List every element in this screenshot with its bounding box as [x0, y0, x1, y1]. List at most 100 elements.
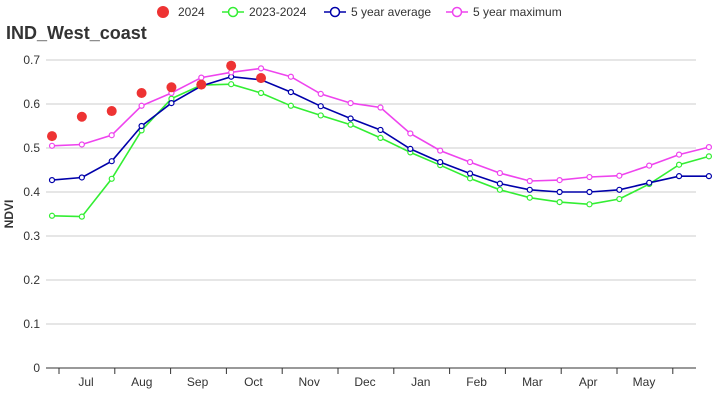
data-point[interactable]	[138, 122, 145, 130]
data-point[interactable]	[437, 158, 444, 166]
data-point[interactable]	[108, 158, 115, 165]
y-tick-label: 0.1	[23, 317, 40, 331]
data-point[interactable]	[108, 132, 115, 139]
data-point[interactable]	[586, 188, 593, 196]
series-line	[51, 67, 710, 182]
legend-marker	[157, 6, 169, 18]
x-tick-label: Sep	[187, 375, 209, 389]
data-point[interactable]	[78, 213, 85, 220]
y-tick-label: 0.2	[23, 273, 40, 287]
data-point[interactable]	[166, 82, 177, 93]
data-point[interactable]	[646, 179, 653, 186]
data-point[interactable]	[226, 60, 237, 71]
data-point[interactable]	[377, 126, 384, 134]
data-point[interactable]	[586, 173, 593, 181]
data-point[interactable]	[407, 130, 414, 137]
legend-label: 2024	[178, 5, 205, 19]
x-tick-label: Nov	[299, 375, 320, 389]
data-point[interactable]	[256, 73, 267, 84]
data-point[interactable]	[496, 180, 503, 187]
data-point[interactable]	[48, 212, 56, 219]
data-point[interactable]	[257, 89, 265, 97]
data-point[interactable]	[616, 195, 623, 203]
legend-marker	[451, 6, 463, 18]
data-point[interactable]	[347, 100, 354, 107]
data-point[interactable]	[198, 74, 205, 81]
data-point[interactable]	[675, 173, 683, 180]
series-5-year-maximum	[48, 65, 713, 185]
data-point[interactable]	[106, 106, 117, 117]
data-point[interactable]	[317, 112, 324, 119]
data-point[interactable]	[526, 186, 533, 193]
y-axis-ticks: 0 0.1 0.2 0.3 0.4 0.5 0.6 0.7	[23, 53, 40, 375]
x-tick-label: Jul	[78, 375, 93, 389]
legend-marker	[329, 6, 341, 18]
y-tick-label: 0.7	[23, 53, 40, 67]
legend-label: 5 year average	[351, 5, 431, 19]
data-point[interactable]	[317, 90, 324, 97]
data-point[interactable]	[257, 65, 265, 72]
data-point[interactable]	[377, 134, 384, 141]
y-tick-label: 0.3	[23, 229, 40, 243]
series-2024	[47, 60, 267, 142]
data-point[interactable]	[556, 177, 563, 184]
data-point[interactable]	[78, 141, 85, 148]
data-point[interactable]	[48, 177, 56, 184]
legend-item[interactable]: 5 year maximum	[446, 5, 562, 19]
x-tick-label: Jan	[411, 375, 430, 389]
series-line	[51, 75, 709, 193]
x-tick-label: Apr	[579, 375, 598, 389]
data-point[interactable]	[377, 104, 384, 111]
data-point[interactable]	[556, 199, 563, 206]
data-point[interactable]	[646, 162, 653, 169]
data-point[interactable]	[196, 79, 207, 90]
data-point[interactable]	[136, 88, 147, 98]
data-point[interactable]	[347, 121, 354, 128]
data-point[interactable]	[556, 188, 563, 196]
y-tick-label: 0	[33, 361, 40, 375]
legend-item[interactable]: 2024	[157, 5, 205, 19]
data-point[interactable]	[78, 174, 85, 181]
legend-label: 5 year maximum	[473, 5, 562, 19]
data-point[interactable]	[616, 172, 623, 179]
data-point[interactable]	[526, 194, 533, 201]
y-tick-label: 0.4	[23, 185, 40, 199]
y-axis-label: NDVI	[2, 200, 16, 229]
x-tick-label: Feb	[466, 375, 487, 389]
data-point[interactable]	[675, 151, 683, 158]
legend-item[interactable]: 2023-2024	[222, 5, 307, 19]
data-point[interactable]	[466, 158, 474, 166]
data-point[interactable]	[616, 186, 623, 193]
data-point[interactable]	[466, 170, 474, 177]
x-tick-label: Aug	[131, 375, 152, 389]
legend-label: 2023-2024	[249, 5, 307, 19]
data-point[interactable]	[526, 177, 533, 185]
data-point[interactable]	[705, 153, 713, 160]
data-point[interactable]	[407, 145, 414, 152]
data-point[interactable]	[287, 89, 294, 96]
data-point[interactable]	[496, 169, 503, 177]
data-point[interactable]	[48, 142, 56, 149]
grid-lines	[46, 59, 696, 325]
data-point[interactable]	[47, 131, 57, 142]
data-point[interactable]	[317, 103, 324, 110]
data-point[interactable]	[496, 186, 503, 193]
legend: 2024 2023-2024 5 year average 5 year maximu…	[157, 5, 562, 19]
data-point[interactable]	[287, 102, 294, 109]
data-point[interactable]	[705, 144, 713, 151]
legend-item[interactable]: 5 year average	[324, 5, 431, 19]
x-tick-label: May	[633, 375, 656, 389]
data-point[interactable]	[108, 175, 115, 182]
data-point[interactable]	[347, 115, 354, 122]
data-point[interactable]	[76, 111, 87, 122]
data-point[interactable]	[705, 173, 713, 180]
data-point[interactable]	[675, 161, 683, 168]
data-point[interactable]	[287, 73, 294, 80]
data-point[interactable]	[437, 147, 444, 154]
data-point[interactable]	[586, 201, 593, 208]
data-point[interactable]	[228, 81, 235, 88]
y-tick-label: 0.5	[23, 141, 40, 155]
data-point[interactable]	[138, 102, 145, 109]
data-point[interactable]	[168, 100, 175, 107]
